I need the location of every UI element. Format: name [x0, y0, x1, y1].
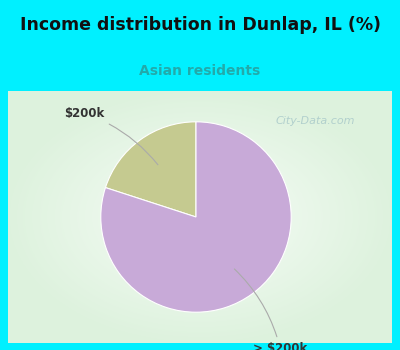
Text: Asian residents: Asian residents — [139, 64, 261, 78]
Text: > $200k: > $200k — [234, 269, 307, 350]
Text: City-Data.com: City-Data.com — [276, 116, 355, 126]
Text: $200k: $200k — [65, 107, 158, 165]
Wedge shape — [106, 122, 196, 217]
Text: Income distribution in Dunlap, IL (%): Income distribution in Dunlap, IL (%) — [20, 16, 380, 35]
Wedge shape — [101, 122, 291, 312]
